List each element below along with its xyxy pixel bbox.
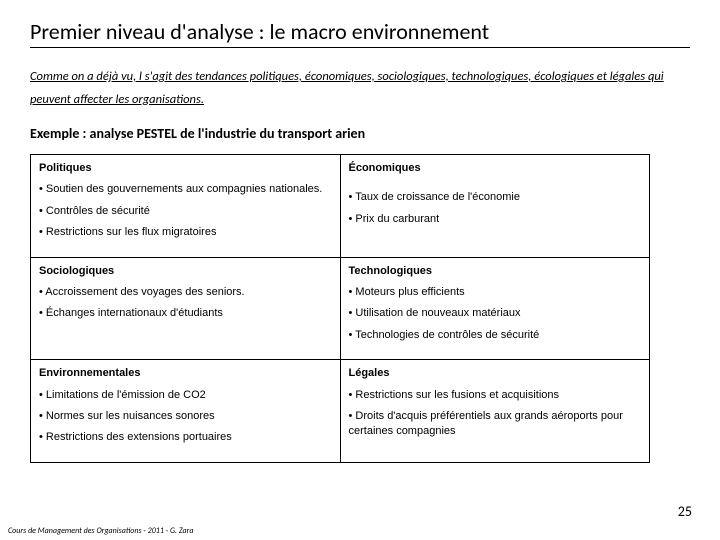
bullet: • Normes sur les nuisances sonores — [39, 409, 332, 424]
bullet: • Technologies de contrôles de sécurité — [349, 328, 642, 343]
cell-head: Économiques — [349, 161, 642, 176]
bullet: • Restrictions sur les fusions et acquis… — [349, 388, 642, 403]
footer-text: Cours de Management des Organisations - … — [8, 526, 193, 536]
bullet: • Restrictions des extensions portuaires — [39, 430, 332, 445]
slide-page: Premier niveau d'analyse : le macro envi… — [0, 0, 720, 540]
cell-legales: Légales • Restrictions sur les fusions e… — [340, 360, 650, 463]
cell-head: Technologiques — [349, 264, 642, 279]
cell-environnementales: Environnementales • Limitations de l'émi… — [31, 360, 341, 463]
cell-technologiques: Technologiques • Moteurs plus efficients… — [340, 257, 650, 360]
bullet: • Contrôles de sécurité — [39, 204, 332, 219]
bullet: • Prix du carburant — [349, 212, 642, 227]
bullet: • Limitations de l'émission de CO2 — [39, 388, 332, 403]
cell-head: Légales — [349, 366, 642, 381]
page-title: Premier niveau d'analyse : le macro envi… — [30, 18, 690, 48]
pestel-table: Politiques • Soutien des gouvernements a… — [30, 154, 650, 463]
bullet: • Accroissement des voyages des seniors. — [39, 285, 332, 300]
example-heading: Exemple : analyse PESTEL de l'industrie … — [30, 125, 690, 142]
cell-head: Environnementales — [39, 366, 332, 381]
bullet: • Taux de croissance de l'économie — [349, 190, 642, 205]
bullet: • Restrictions sur les flux migratoires — [39, 225, 332, 240]
bullet: • Soutien des gouvernements aux compagni… — [39, 182, 332, 197]
cell-head: Politiques — [39, 161, 332, 176]
bullet: • Échanges internationaux d'étudiants — [39, 306, 332, 321]
cell-politiques: Politiques • Soutien des gouvernements a… — [31, 155, 341, 258]
cell-head: Sociologiques — [39, 264, 332, 279]
bullet: • Utilisation de nouveaux matériaux — [349, 306, 642, 321]
cell-sociologiques: Sociologiques • Accroissement des voyage… — [31, 257, 341, 360]
intro-text: Comme on a déjà vu, l s'agit des tendanc… — [30, 66, 690, 111]
bullet: • Moteurs plus efficients — [349, 285, 642, 300]
cell-economiques: Économiques • Taux de croissance de l'éc… — [340, 155, 650, 258]
bullet: • Droits d'acquis préférentiels aux gran… — [349, 409, 642, 440]
page-number: 25 — [678, 503, 692, 520]
